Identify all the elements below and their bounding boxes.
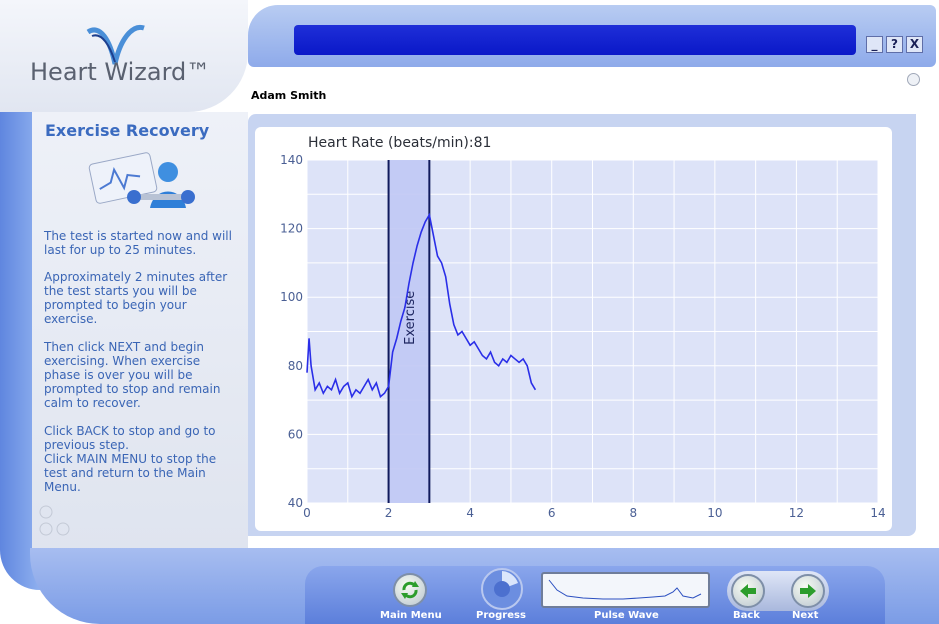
refresh-arrows-icon (401, 581, 419, 599)
x-tick-label: 10 (707, 506, 722, 520)
arrow-right-icon (800, 584, 816, 598)
instruction-paragraph-2: Approximately 2 minutes after the test s… (44, 270, 228, 326)
x-tick-label: 12 (789, 506, 804, 520)
status-dot (907, 73, 920, 86)
logo-text: Heart Wizard™ (30, 58, 211, 86)
x-tick-label: 8 (629, 506, 637, 520)
logo-area: Heart Wizard™ (0, 0, 248, 112)
exercise-label: Exercise (403, 291, 418, 345)
heart-logo-icon (86, 24, 145, 65)
next-label: Next (792, 610, 819, 621)
user-name: Adam Smith (251, 89, 327, 102)
step-title: Exercise Recovery (45, 121, 210, 140)
exercise-illustration-icon (88, 152, 195, 208)
y-tick-label: 100 (280, 290, 303, 304)
x-tick-label: 6 (548, 506, 556, 520)
heart-rate-label: Heart Rate (beats/min): (308, 135, 474, 151)
heart-rate-chart: Exercise 0 2 4 6 8 10 12 14 40 60 80 100 120 140 (280, 153, 886, 520)
decorative-circles-icon (39, 505, 70, 536)
exercise-region (388, 160, 430, 503)
pulse-wave-label: Pulse Wave (594, 610, 659, 621)
y-tick-label: 120 (280, 222, 303, 236)
help-button[interactable]: ? (886, 36, 903, 53)
x-tick-label: 0 (303, 506, 311, 520)
heart-rate-value: 81 (473, 135, 492, 151)
x-tick-label: 14 (870, 506, 885, 520)
y-tick-label: 80 (288, 359, 303, 373)
y-tick-label: 60 (288, 427, 303, 441)
chart-title: Heart Rate (beats/min):81 (308, 135, 491, 151)
pulse-wave-display (541, 572, 710, 608)
pulse-wave-trace (548, 579, 702, 600)
arrow-left-icon (740, 584, 756, 598)
instruction-paragraph-4: Click BACK to stop and go to previous st… (44, 424, 217, 494)
back-label: Back (733, 610, 760, 621)
x-tick-label: 2 (385, 506, 393, 520)
progress-icon (481, 568, 523, 610)
minimize-button[interactable]: _ (866, 36, 883, 53)
y-tick-label: 40 (288, 496, 303, 510)
main-menu-label: Main Menu (380, 610, 442, 621)
next-button[interactable] (791, 574, 825, 608)
y-tick-label: 140 (280, 153, 303, 167)
progress-label: Progress (476, 610, 526, 621)
main-menu-button[interactable] (393, 573, 427, 607)
close-button[interactable]: X (906, 36, 923, 53)
title-bar (294, 25, 856, 55)
instruction-paragraph-3: Then click NEXT and begin exercising. Wh… (44, 340, 221, 410)
instruction-paragraph-1: The test is started now and will last fo… (44, 229, 232, 257)
back-button[interactable] (731, 574, 765, 608)
heart-rate-series-line (306, 212, 537, 399)
x-tick-label: 4 (466, 506, 474, 520)
